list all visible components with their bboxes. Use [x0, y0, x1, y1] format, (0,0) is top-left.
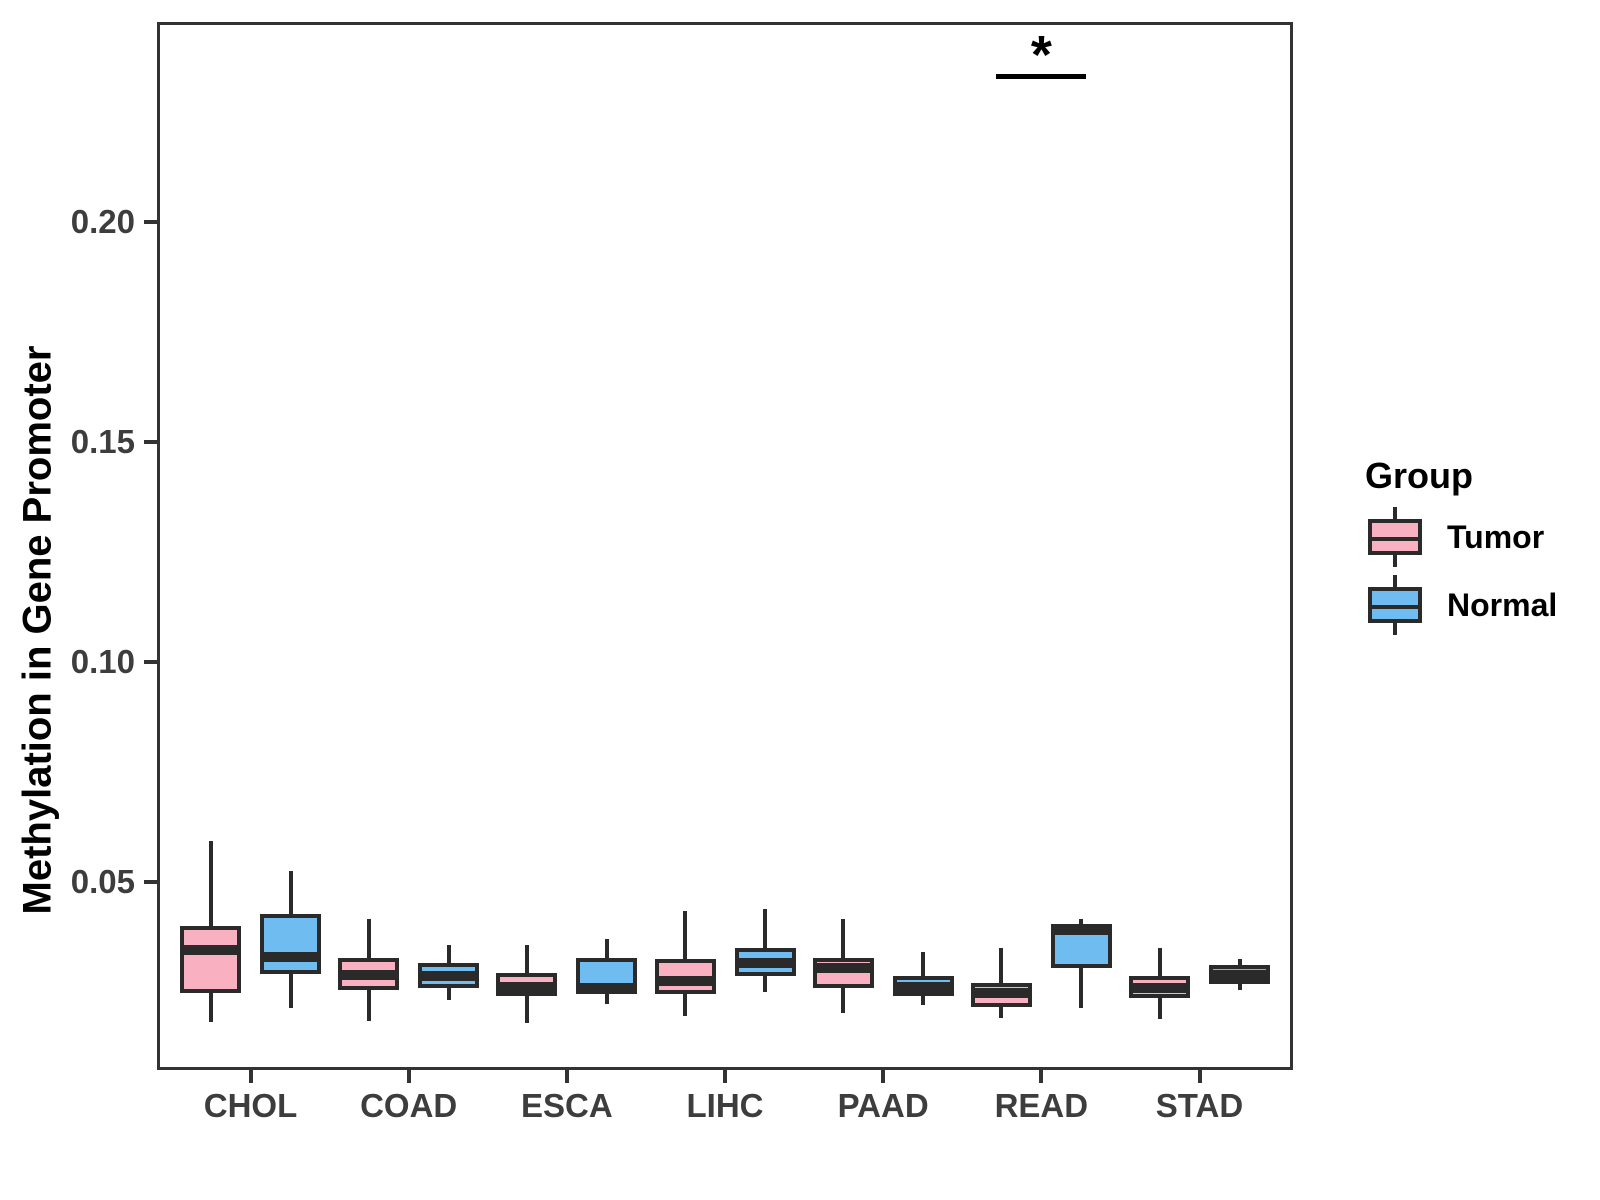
y-tick-mark: [144, 660, 157, 665]
x-tick-mark-PAAD: [881, 1070, 886, 1083]
median-CHOL-Tumor: [183, 945, 238, 956]
key-whisker-bottom: [1393, 621, 1397, 635]
median-STAD-Normal: [1212, 969, 1267, 980]
median-LIHC-Tumor: [657, 976, 713, 987]
median-STAD-Tumor: [1132, 983, 1187, 994]
median-PAAD-Tumor: [815, 962, 871, 973]
tumor-boxplot-key-icon: [1368, 507, 1422, 567]
legend-label-tumor: Tumor: [1447, 519, 1545, 555]
y-tick-label-0.15: 0.15: [70, 423, 135, 461]
median-LIHC-Normal: [737, 958, 793, 969]
x-tick-label-PAAD: PAAD: [837, 1087, 929, 1124]
y-tick-label-0.10: 0.10: [70, 643, 135, 681]
x-tick-mark-LIHC: [723, 1070, 727, 1083]
box-CHOL-Normal: [260, 914, 321, 975]
whisker-READ-Tumor: [999, 948, 1004, 1019]
significance-star: *: [1030, 25, 1052, 86]
x-tick-label-LIHC: LIHC: [686, 1087, 764, 1124]
median-ESCA-Tumor: [499, 982, 555, 993]
x-tick-mark-COAD: [406, 1070, 411, 1083]
key-whisker-top: [1393, 575, 1397, 589]
legend-label-normal: Normal: [1447, 587, 1558, 623]
x-tick-label-STAD: STAD: [1155, 1087, 1244, 1124]
plot-panel: [157, 22, 1293, 1070]
median-ESCA-Normal: [579, 983, 635, 994]
median-COAD-Tumor: [341, 969, 397, 980]
y-tick-mark: [144, 440, 157, 445]
median-COAD-Normal: [421, 971, 477, 982]
x-tick-label-READ: READ: [994, 1087, 1089, 1124]
median-READ-Tumor: [973, 988, 1029, 998]
median-CHOL-Normal: [263, 951, 318, 962]
significance-bar: [996, 74, 1087, 80]
key-whisker-top: [1393, 507, 1397, 521]
y-tick-label-0.20: 0.20: [70, 203, 135, 241]
x-tick-mark-STAD: [1197, 1070, 1202, 1083]
normal-key-box: [1368, 587, 1422, 623]
y-tick-mark: [144, 220, 157, 225]
y-tick-label-0.05: 0.05: [70, 863, 135, 901]
tumor-key-box: [1368, 519, 1422, 555]
median-PAAD-Normal: [895, 982, 951, 993]
box-CHOL-Tumor: [180, 926, 241, 993]
x-tick-label-CHOL: CHOL: [203, 1087, 298, 1124]
x-tick-mark-CHOL: [248, 1070, 253, 1083]
normal-boxplot-key-icon: [1368, 575, 1422, 635]
x-tick-mark-READ: [1039, 1070, 1044, 1083]
legend-title: Group: [1365, 455, 1473, 496]
y-tick-mark: [144, 880, 157, 885]
key-median-line: [1372, 605, 1418, 609]
x-tick-mark-ESCA: [564, 1070, 569, 1083]
x-tick-label-COAD: COAD: [360, 1087, 458, 1124]
x-tick-label-ESCA: ESCA: [520, 1087, 613, 1124]
key-whisker-bottom: [1393, 553, 1397, 567]
median-READ-Normal: [1053, 925, 1109, 936]
key-median-line: [1372, 537, 1418, 541]
legend: Group Tumor Normal: [1330, 445, 1600, 665]
